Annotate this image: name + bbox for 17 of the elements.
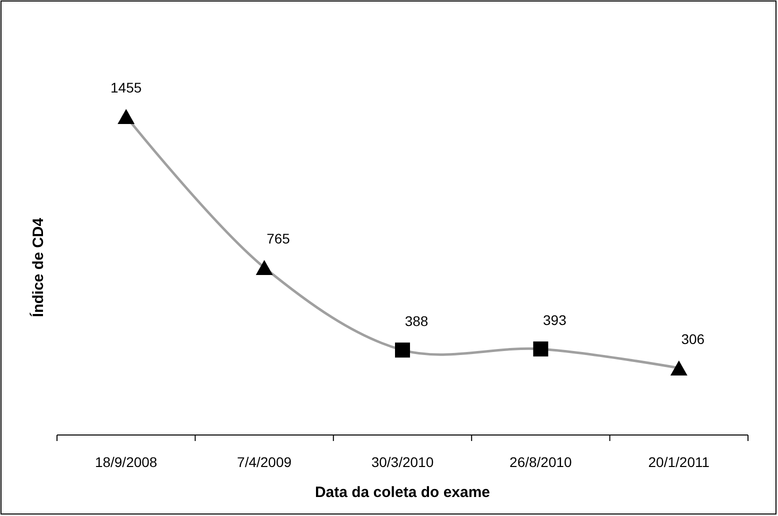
x-tick-label: 26/8/2010: [510, 454, 572, 470]
point: [395, 342, 410, 358]
x-tick-label: 30/3/2010: [371, 454, 434, 470]
x-axis-title: Data da coleta do exame: [314, 484, 490, 501]
point: [533, 341, 548, 356]
x-tick-label: 7/4/2009: [237, 454, 292, 470]
x-tick-label: 20/1/2011: [648, 454, 710, 470]
point: [118, 108, 135, 124]
y-axis-title: Índice de CD4: [29, 217, 47, 318]
data-label: 1455: [110, 79, 142, 96]
data-label: 388: [404, 313, 428, 330]
data-label: 765: [266, 230, 290, 247]
x-tick-label: 18/9/2008: [94, 454, 158, 470]
point: [256, 260, 273, 276]
data-label: 306: [681, 331, 705, 348]
point: [670, 360, 688, 376]
data-label: 393: [543, 312, 567, 328]
